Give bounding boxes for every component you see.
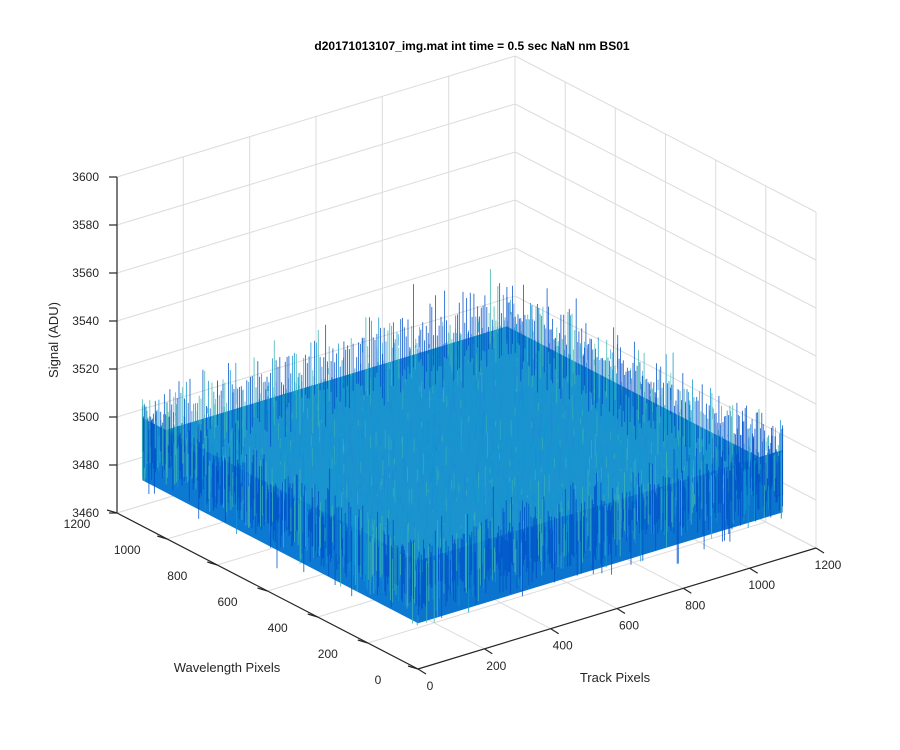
y-tick [157,535,168,540]
tick-layer: 0 200 400 600 800 1000 1200 0 200 400 600 800 1000 12… [64,170,842,693]
z-tick-label: 3600 [72,170,99,184]
grid-line [367,521,766,644]
x-tick [749,567,759,574]
y-tick [407,665,419,670]
x-tick [815,547,825,554]
z-tick-label: 3520 [72,362,99,376]
surface-layer [141,269,784,626]
y-tick-label: 800 [167,569,187,583]
y-tick-label: 200 [318,647,338,661]
x-tick-label: 800 [685,598,705,612]
x-tick [550,628,560,635]
grid-line [514,247,817,405]
x-axis-label: Track Pixels [580,670,651,685]
grid-line [116,103,516,226]
x-tick-label: 1200 [815,558,842,572]
x-tick [417,668,427,675]
z-tick-label: 3540 [72,314,99,328]
x-tick [616,607,626,615]
x-tick-label: 0 [427,679,434,693]
grid-line [514,199,817,357]
x-tick [483,648,493,655]
chart-title: d20171013107_img.mat int time = 0.5 sec … [314,39,629,53]
z-tick-label: 3560 [72,266,99,280]
y-tick [307,613,318,618]
grid-line [514,151,817,309]
axis-layer [106,176,825,675]
y-tick-label: 400 [268,621,288,635]
grid-line [116,247,516,370]
y-axis-label: Wavelength Pixels [174,660,281,675]
x-tick-label: 1000 [748,578,775,592]
grid-line [116,55,516,178]
z-axis-label: Signal (ADU) [46,302,61,378]
z-tick-label: 3500 [72,410,99,424]
y-tick-label: 600 [217,595,237,609]
y-tick-label: 1000 [114,543,141,557]
y-tick [357,639,368,644]
grid-line [514,103,817,261]
y-tick [207,561,218,566]
grid-line [514,55,817,213]
z-tick-label: 3580 [72,218,99,232]
grid-line [116,151,516,274]
y-tick-label: 0 [375,673,382,687]
x-tick-label: 200 [486,659,506,673]
x-tick [682,587,692,594]
grid-line [514,295,817,453]
x-tick-label: 600 [619,619,639,633]
x-tick-label: 400 [553,639,573,653]
z-tick-label: 3460 [72,506,99,520]
y-tick [257,587,268,592]
y-tick-label: 1200 [64,517,91,531]
z-tick-label: 3480 [72,458,99,472]
grid-line [116,199,516,322]
